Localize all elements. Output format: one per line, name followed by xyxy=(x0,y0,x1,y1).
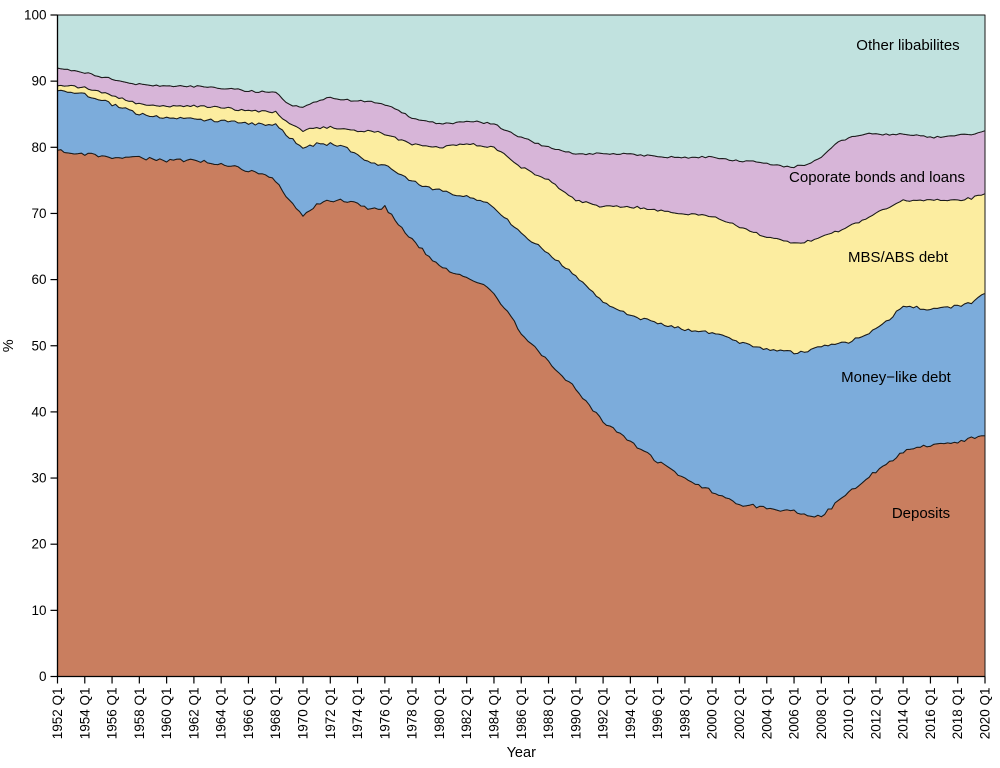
x-tick-label: 1968 Q1 xyxy=(268,688,283,740)
x-tick-label: 1956 Q1 xyxy=(105,688,120,740)
x-tick-label: 1978 Q1 xyxy=(405,688,420,740)
x-tick-label: 2014 Q1 xyxy=(896,688,911,740)
y-tick-label: 80 xyxy=(31,140,46,155)
x-tick-label: 2004 Q1 xyxy=(759,688,774,740)
x-tick-label: 1986 Q1 xyxy=(514,688,529,740)
x-tick-label: 1972 Q1 xyxy=(323,688,338,740)
y-tick-label: 90 xyxy=(31,74,46,89)
x-axis-title: Year xyxy=(507,745,536,761)
x-tick-label: 2008 Q1 xyxy=(814,688,829,740)
x-tick-label: 1958 Q1 xyxy=(132,688,147,740)
y-axis-title: % xyxy=(1,339,17,352)
x-tick-label: 1992 Q1 xyxy=(596,688,611,740)
y-tick-label: 40 xyxy=(31,404,46,419)
y-tick-label: 30 xyxy=(31,471,46,486)
x-tick-label: 2010 Q1 xyxy=(841,688,856,740)
x-tick-label: 2016 Q1 xyxy=(923,688,938,740)
x-tick-label: 1970 Q1 xyxy=(296,688,311,740)
x-tick-label: 1996 Q1 xyxy=(650,688,665,740)
series-label-other-liabilities: Other libabilites xyxy=(856,37,959,54)
x-tick-label: 2018 Q1 xyxy=(950,688,965,740)
x-tick-label: 1982 Q1 xyxy=(459,688,474,740)
x-tick-label: 2002 Q1 xyxy=(732,688,747,740)
x-tick-label: 2012 Q1 xyxy=(868,688,883,740)
y-tick-label: 70 xyxy=(31,206,46,221)
x-tick-label: 1964 Q1 xyxy=(214,688,229,740)
x-tick-label: 1998 Q1 xyxy=(677,688,692,740)
x-tick-label: 1962 Q1 xyxy=(186,688,201,740)
series-label-deposits: Deposits xyxy=(892,505,950,522)
x-tick-label: 1988 Q1 xyxy=(541,688,556,740)
area-other-liabilities xyxy=(57,14,986,169)
x-tick-label: 1984 Q1 xyxy=(486,688,501,740)
x-tick-label: 1990 Q1 xyxy=(568,688,583,740)
series-label-mbs-abs-debt: MBS/ABS debt xyxy=(848,249,949,266)
series-label-money-like-debt: Money−like debt xyxy=(841,369,951,386)
x-tick-label: 1954 Q1 xyxy=(77,688,92,740)
series-label-corporate-bonds-and-loans: Coporate bonds and loans xyxy=(789,169,965,186)
x-tick-label: 1974 Q1 xyxy=(350,688,365,740)
x-tick-label: 1976 Q1 xyxy=(377,688,392,740)
x-tick-label: 1980 Q1 xyxy=(432,688,447,740)
y-tick-label: 100 xyxy=(24,8,47,23)
x-tick-label: 2006 Q1 xyxy=(787,688,802,740)
y-tick-label: 50 xyxy=(31,338,46,353)
y-tick-label: 0 xyxy=(39,669,47,684)
y-tick-label: 10 xyxy=(31,603,46,618)
x-tick-label: 1960 Q1 xyxy=(159,688,174,740)
x-tick-label: 2000 Q1 xyxy=(705,688,720,740)
x-tick-label: 1994 Q1 xyxy=(623,688,638,740)
y-tick-label: 20 xyxy=(31,537,46,552)
x-tick-label: 2020 Q1 xyxy=(978,688,993,740)
x-tick-label: 1952 Q1 xyxy=(50,688,65,740)
y-tick-label: 60 xyxy=(31,272,46,287)
x-tick-label: 1966 Q1 xyxy=(241,688,256,740)
